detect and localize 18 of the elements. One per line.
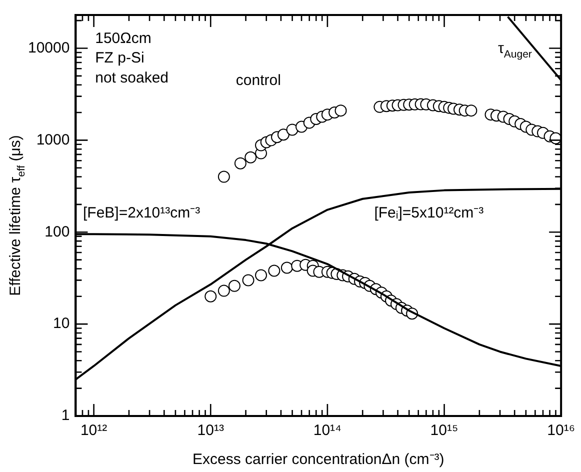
x-tick-label: 10¹³ [197, 422, 224, 440]
y-tick-label: 1000 [36, 131, 70, 148]
y-tick-label: 10 [53, 315, 70, 332]
annotation: 150Ωcm [95, 30, 152, 48]
y-axis-title: Effective lifetime τeff (μs) [7, 135, 28, 296]
x-tick-label: 10¹⁴ [313, 422, 342, 440]
annotation: [Feᵢ]=5x10¹²cm⁻³ [374, 204, 484, 222]
x-axis-title: Excess carrier concentrationΔn (cm⁻³) [192, 451, 444, 468]
y-tick-label: 100 [44, 223, 70, 240]
x-tick-label: 10¹² [80, 422, 108, 440]
y-tick-label: 10000 [28, 39, 70, 56]
y-tick-label: 1 [61, 407, 70, 424]
x-tick-label: 10¹⁵ [430, 422, 458, 440]
annotation: FZ p-Si [95, 50, 144, 67]
annotation: [FeB]=2x10¹³cm⁻³ [82, 204, 200, 222]
annotation: not soaked [95, 69, 169, 86]
annotation: control [236, 72, 281, 90]
x-tick-label: 10¹⁶ [547, 422, 576, 440]
